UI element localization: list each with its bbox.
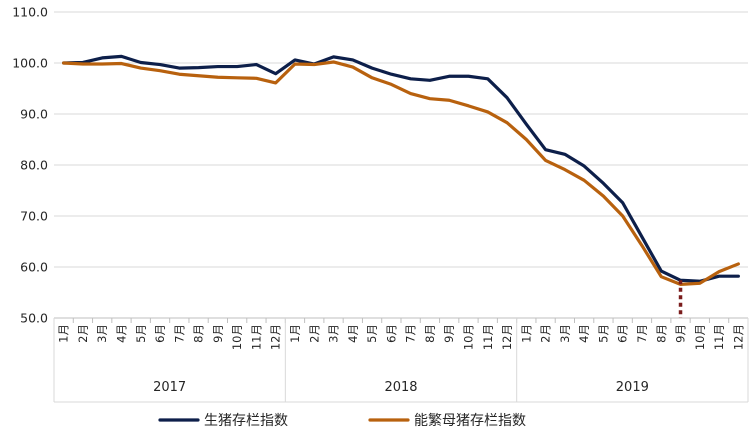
x-tick-label: 3月 [327,324,341,343]
series-lines [64,56,739,284]
y-tick-label: 50.0 [20,311,48,326]
y-tick-label: 80.0 [20,158,48,173]
x-tick-label: 9月 [674,324,688,343]
x-tick-label: 1月 [519,324,533,343]
x-tick-label: 6月 [384,324,398,343]
x-tick-label: 10月 [230,324,244,350]
x-tick-label: 4月 [346,324,360,343]
y-tick-label: 110.0 [12,5,48,20]
x-tick-label: 11月 [481,324,495,350]
x-tick-label: 4月 [577,324,591,343]
x-tick-label: 2月 [307,324,321,343]
x-tick-label: 11月 [712,324,726,350]
x-tick-label: 4月 [114,324,128,343]
x-tick-label: 9月 [211,324,225,343]
x-tick-labels: 1月 2月 3月 4月 5月 6月 7月 8月 9月 10月 11月 12月 1月 2月 3月 4月 5月 6月 7… [57,324,746,350]
x-tick-label: 8月 [192,324,206,343]
x-tick-label: 12月 [731,324,745,350]
x-tick-label: 6月 [616,324,630,343]
x-tick-label: 5月 [134,324,148,343]
x-tick-label: 6月 [153,324,167,343]
year-label: 2018 [384,380,417,395]
y-tick-label: 60.0 [20,260,48,275]
x-tick-label: 1月 [57,324,71,343]
y-tick-labels: 50.0 60.0 70.0 80.0 90.0 100.0 110.0 [12,5,48,326]
x-tick-label: 2月 [76,324,90,343]
y-tick-label: 100.0 [12,56,48,71]
x-tick-label: 7月 [635,324,649,343]
year-label: 2019 [616,380,649,395]
legend-label-2: 能繁母猪存栏指数 [414,413,526,429]
x-tick-label: 3月 [558,324,572,343]
x-tick-label: 8月 [423,324,437,343]
x-tick-label: 8月 [654,324,668,343]
grid-lines [54,12,748,267]
x-tick-label: 9月 [442,324,456,343]
x-tick-label: 5月 [365,324,379,343]
x-tick-label: 2月 [539,324,553,343]
year-label: 2017 [153,380,186,395]
series-line-2 [64,62,739,284]
y-tick-label: 90.0 [20,107,48,122]
legend: 生猪存栏指数 能繁母猪存栏指数 [160,413,526,429]
x-tick-label: 10月 [693,324,707,350]
x-tick-label: 1月 [288,324,302,343]
x-tick-label: 12月 [500,324,514,350]
year-labels: 2017 2018 2019 [153,380,649,395]
x-tick-label: 10月 [461,324,475,350]
x-tick-label: 5月 [596,324,610,343]
x-tick-label: 12月 [269,324,283,350]
x-tick-label: 11月 [249,324,263,350]
x-tick-label: 7月 [404,324,418,343]
y-tick-label: 70.0 [20,209,48,224]
x-tick-label: 3月 [95,324,109,343]
x-tick-label: 7月 [172,324,186,343]
legend-label-1: 生猪存栏指数 [204,413,288,429]
